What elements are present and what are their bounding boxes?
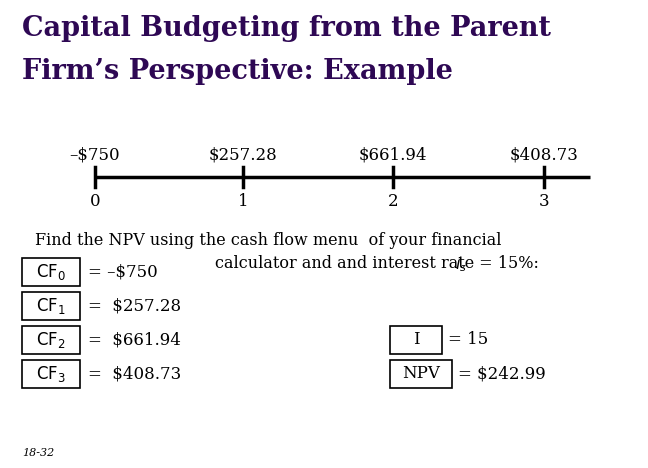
Text: $\mathrm{CF}_{0}$: $\mathrm{CF}_{0}$ <box>36 262 66 282</box>
Text: NPV: NPV <box>402 366 440 382</box>
Text: calculator and and interest rate: calculator and and interest rate <box>215 255 480 272</box>
Text: =  $257.28: = $257.28 <box>88 298 181 314</box>
Text: 3: 3 <box>538 193 550 210</box>
FancyBboxPatch shape <box>390 360 452 388</box>
FancyBboxPatch shape <box>22 292 80 320</box>
Text: $\mathrm{CF}_{2}$: $\mathrm{CF}_{2}$ <box>36 330 66 350</box>
Text: 0: 0 <box>89 193 100 210</box>
Text: 18-32: 18-32 <box>22 448 54 458</box>
Text: I: I <box>413 331 419 349</box>
Text: $661.94: $661.94 <box>359 146 427 163</box>
Text: $\mathrm{CF}_{1}$: $\mathrm{CF}_{1}$ <box>36 296 66 316</box>
Text: 1: 1 <box>238 193 248 210</box>
Text: $i_s$: $i_s$ <box>455 255 467 274</box>
Text: = 15: = 15 <box>448 331 488 349</box>
FancyBboxPatch shape <box>22 326 80 354</box>
Text: 2: 2 <box>388 193 399 210</box>
Text: $257.28: $257.28 <box>209 146 277 163</box>
Text: –$750: –$750 <box>70 146 121 163</box>
FancyBboxPatch shape <box>22 360 80 388</box>
Text: Capital Budgeting from the Parent: Capital Budgeting from the Parent <box>22 15 551 42</box>
Text: =  $661.94: = $661.94 <box>88 331 181 349</box>
Text: $408.73: $408.73 <box>509 146 579 163</box>
Text: Find the NPV using the cash flow menu  of your financial: Find the NPV using the cash flow menu of… <box>35 232 502 249</box>
Text: Firm’s Perspective: Example: Firm’s Perspective: Example <box>22 58 453 85</box>
Text: = 15%:: = 15%: <box>474 255 539 272</box>
Text: $\mathrm{CF}_{3}$: $\mathrm{CF}_{3}$ <box>36 364 66 384</box>
Text: = –$750: = –$750 <box>88 263 157 280</box>
FancyBboxPatch shape <box>22 258 80 286</box>
FancyBboxPatch shape <box>390 326 442 354</box>
Text: = $242.99: = $242.99 <box>458 366 546 382</box>
Text: =  $408.73: = $408.73 <box>88 366 181 382</box>
